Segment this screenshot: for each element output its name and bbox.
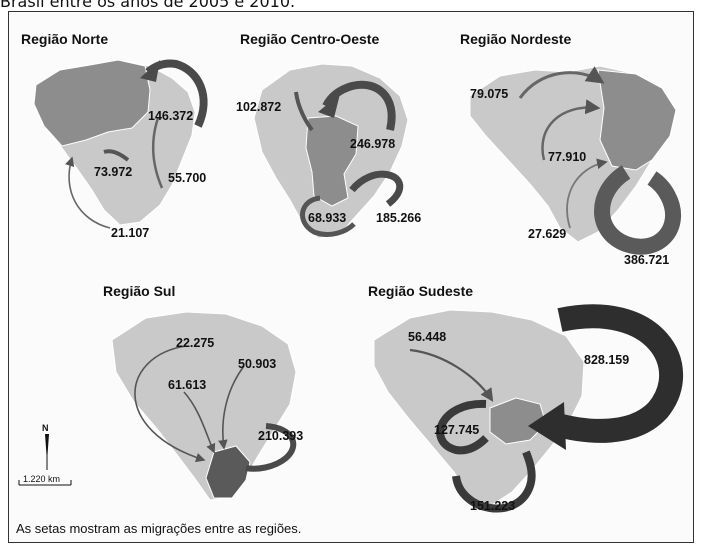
flow-arrow-nordeste-1 [518,66,605,99]
footer-note: As setas mostram as migrações entre as r… [16,521,302,536]
flow-arrow-norte-3 [151,117,164,189]
map-title-sul: Região Sul [103,283,175,299]
flow-arrow-sudeste-3 [436,399,489,455]
flow-arrow-sudeste-1 [409,348,494,402]
map-norte [33,59,208,229]
brazil-outline-sul [111,311,297,501]
region-sul-highlight [205,445,251,499]
scale-label: 1.220 km [23,474,60,484]
flow-value-nordeste-3: 27.629 [528,227,566,241]
flow-arrow-nordeste-3 [566,158,608,229]
flow-arrow-norte-2 [103,149,130,162]
flow-value-centro-oeste-1: 102.872 [236,100,281,114]
flow-value-norte-3: 55.700 [168,171,206,185]
map-centro-oeste [253,63,409,239]
flow-arrow-sudeste-4 [452,450,536,513]
map-nordeste [469,65,681,255]
flow-arrow-sudeste-2 [550,304,684,443]
region-norte-highlight [33,59,151,147]
flow-arrow-norte-4 [65,156,111,229]
flow-value-nordeste-2: 77.910 [548,150,586,164]
flow-value-sudeste-3: 127.745 [434,423,479,437]
flow-value-nordeste-4: 386.721 [624,253,669,267]
flow-arrow-nordeste-2 [541,99,601,161]
flow-value-sul-3: 61.613 [168,378,206,392]
flow-value-sul-4: 210.393 [258,429,303,443]
flow-arrow-centro-oeste-3 [300,195,356,237]
svg-text:N: N [42,423,49,433]
flow-arrow-sul-1 [134,345,206,463]
map-sul [111,311,297,501]
map-title-centro-oeste: Região Centro-Oeste [240,31,379,47]
flow-value-norte-2: 73.972 [94,165,132,179]
flow-value-centro-oeste-2: 246.978 [350,137,395,151]
flow-value-centro-oeste-4: 185.266 [376,211,421,225]
flow-arrow-centro-oeste-4 [349,170,404,207]
flow-arrow-centro-oeste-2 [294,91,314,132]
map-sudeste [373,304,684,513]
flow-value-norte-4: 21.107 [111,226,149,240]
flow-arrow-sul-3 [218,365,245,450]
flow-value-sudeste-1: 56.448 [408,330,446,344]
flow-arrow-nordeste-4 [594,165,681,255]
flow-value-nordeste-1: 79.075 [470,87,508,101]
flow-value-sudeste-4: 151.223 [470,499,515,513]
region-nordeste-highlight [597,69,677,171]
map-title-sudeste: Região Sudeste [368,283,473,299]
flow-value-sudeste-2: 828.159 [584,353,629,367]
flow-arrow-sul-4 [245,423,297,472]
map-title-nordeste: Região Nordeste [460,31,571,47]
figure-caption: Brasil entre os anos de 2005 e 2010. [0,0,296,11]
region-centro-oeste-highlight [305,115,359,207]
flow-value-norte-1: 146.372 [148,109,193,123]
flow-arrow-centro-oeste-1 [322,80,396,131]
flow-value-centro-oeste-3: 68.933 [308,211,346,225]
flow-arrow-sul-2 [183,391,216,454]
map-title-norte: Região Norte [21,31,108,47]
scale-bar: 1.220 km [18,474,72,486]
flow-value-sul-1: 22.275 [176,336,214,350]
flow-value-sul-2: 50.903 [238,357,276,371]
north-arrow-icon: N [42,423,49,470]
